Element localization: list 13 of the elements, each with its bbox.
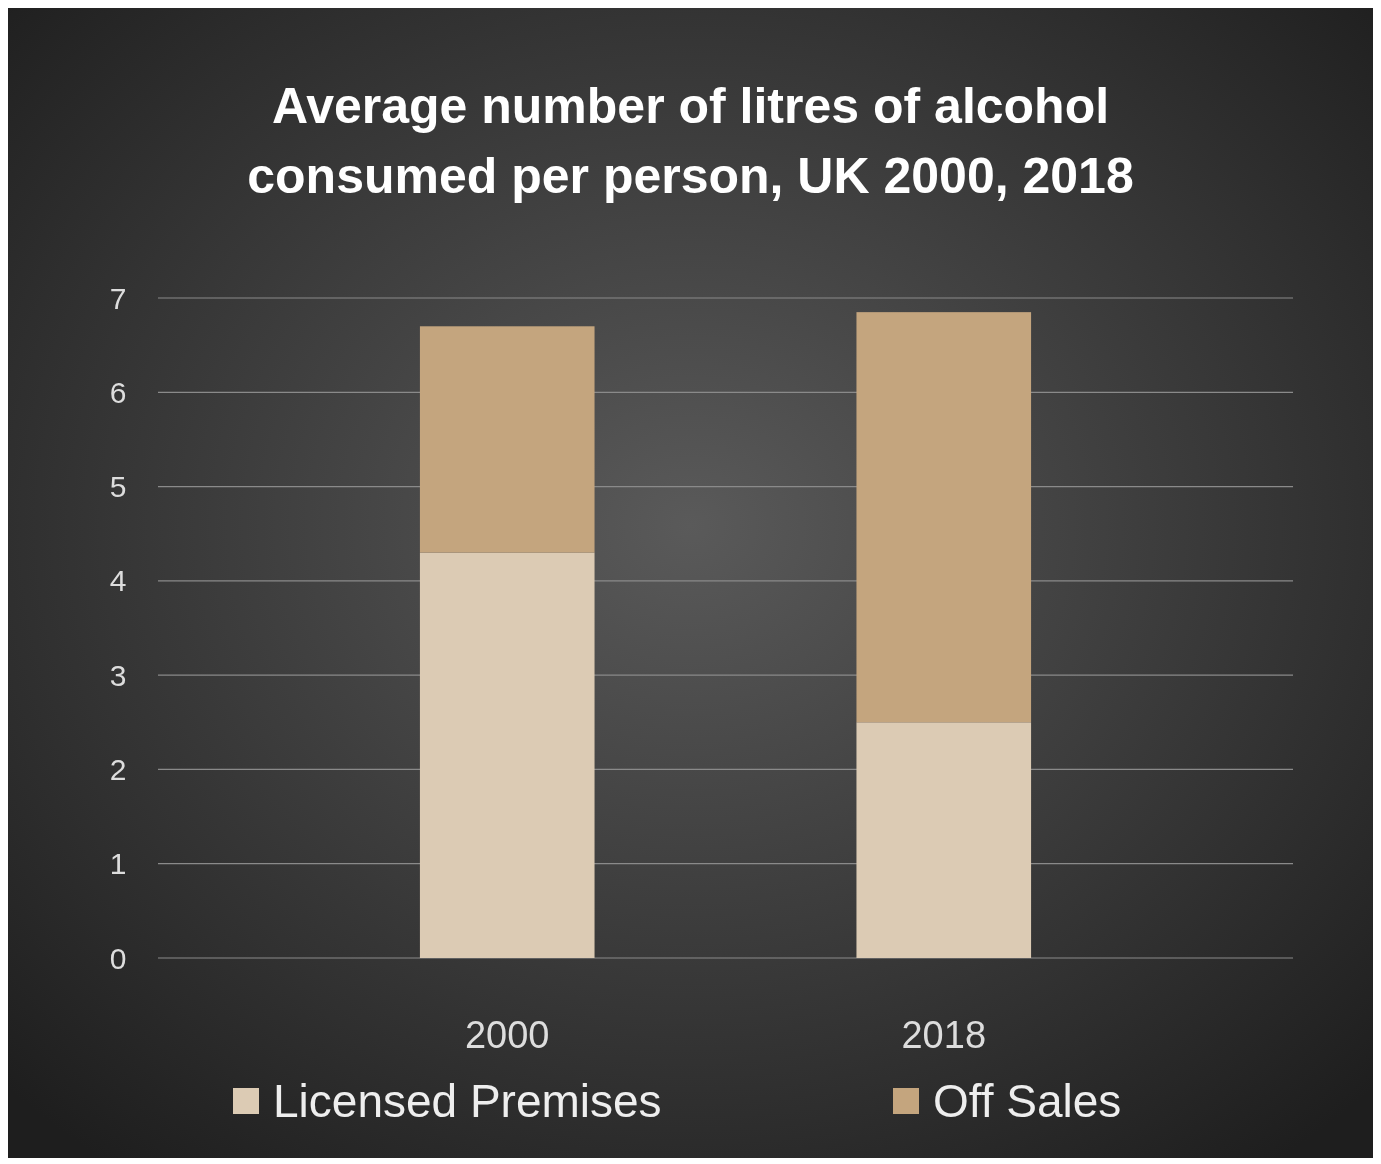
x-tick-label: 2000 xyxy=(464,1014,550,1056)
y-tick-label: 7 xyxy=(109,281,127,315)
chart-title: Average number of litres of alcohol consumed per person, UK 2000, 2018 xyxy=(247,78,1134,204)
y-tick-label: 3 xyxy=(109,658,127,692)
legend-label: Off Sales xyxy=(933,1075,1122,1128)
y-tick-label: 5 xyxy=(109,470,127,504)
y-tick-label: 6 xyxy=(109,375,127,409)
y-tick-label: 1 xyxy=(109,847,127,881)
x-tick-label: 2018 xyxy=(901,1014,987,1056)
y-tick-label: 4 xyxy=(109,564,127,598)
y-tick-label: 2 xyxy=(109,752,127,786)
y-tick-label: 0 xyxy=(109,941,127,975)
legend-label: Licensed Premises xyxy=(273,1075,662,1128)
